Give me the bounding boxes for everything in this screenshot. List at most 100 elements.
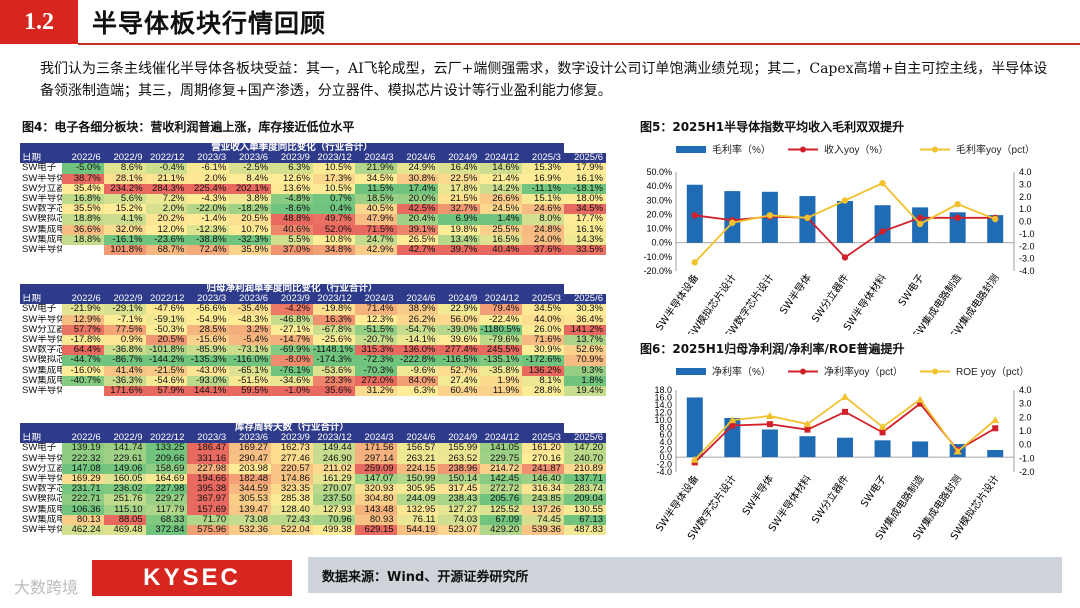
table-cell: 523.07 (438, 524, 481, 536)
y-right-tick: 3.0 (1019, 179, 1032, 189)
y-right-tick: 3.0 (1019, 399, 1032, 409)
kysec-logo: KYSEC (92, 560, 292, 596)
table-cell: 28.5% (187, 324, 230, 335)
table-cell: 80.13 (61, 514, 104, 525)
legend-label: 净利率（%） (712, 365, 771, 378)
table-cell: 16.1% (563, 224, 606, 235)
table-cell: 171.56 (354, 443, 397, 454)
table-cell: 244.09 (396, 494, 439, 505)
table-cell: 39.1% (396, 224, 439, 235)
bar (724, 191, 741, 243)
y-right-tick: -1.0 (1019, 229, 1035, 239)
bar (837, 437, 853, 458)
profit-yoy-table: 归母净利润单季度同比变化（行业合计） 日期 2022/6 2022/9 2022/12 2… (20, 284, 606, 397)
table-cell: -67.8% (312, 324, 355, 335)
y-left-tick: 0.0 (659, 452, 672, 462)
y-left-tick: 0.0% (651, 238, 672, 248)
row-label: SW集成电路封测 (22, 375, 62, 386)
table-cell: 67.13 (563, 514, 606, 525)
table-cell: 10.5% (312, 163, 355, 174)
table-cell: 28.1% (103, 173, 146, 184)
table-cell: 12.0% (145, 224, 188, 235)
table-cell: 57.7% (61, 324, 104, 335)
table-cell: 147.20 (563, 443, 606, 454)
table-cell: 80.93 (354, 514, 397, 525)
table-cell: 209.04 (563, 494, 606, 505)
table-cell: 35.4% (61, 183, 104, 194)
table-cell: 42.5% (396, 204, 439, 215)
table-cell: 462.24 (61, 524, 104, 536)
table-cell: -144.2% (145, 355, 188, 366)
table-cell: -38.8% (187, 234, 230, 245)
table-cell: 142.45 (480, 473, 523, 485)
table-cell: 205.76 (480, 494, 523, 505)
table-cell: 68.7% (145, 244, 188, 256)
table-cell: -65.1% (229, 365, 272, 376)
table-cell: -44.7% (61, 355, 104, 366)
table-cell: 323.35 (271, 484, 313, 495)
table-cell: 241.87 (522, 463, 564, 474)
table-cell: 169.29 (61, 473, 104, 485)
column-header: 2022/12 (145, 294, 188, 305)
table-cell: 48.8% (271, 214, 313, 225)
column-header: 2022/12 (145, 433, 188, 444)
row-label: SW集成电路制造 (22, 504, 62, 515)
point (728, 416, 737, 424)
row-label: SW电子 (22, 443, 57, 454)
table-cell: 283.74 (563, 484, 606, 495)
table-cell: 106.36 (61, 504, 104, 515)
bar (724, 417, 741, 458)
table-cell: 251.76 (103, 494, 146, 505)
table-cell: 30.8% (396, 173, 439, 184)
table-cell: 186.47 (187, 443, 230, 454)
table-cell: 12.6% (271, 173, 313, 184)
point (841, 392, 849, 400)
table-cell: 139.19 (61, 443, 104, 454)
table-cell: 487.83 (563, 524, 606, 536)
table-cell: 14.6% (480, 163, 523, 174)
table-cell: 74.45 (522, 514, 564, 525)
y-left-tick: 4.0 (659, 437, 672, 447)
table-cell: 16.5% (480, 234, 523, 245)
table-row: SW半导体 38.7% 28.1% 21.1% 2.0% 8.4% 12.6% 17.3% 34… (20, 173, 606, 184)
point (992, 215, 999, 223)
row-label: SW模拟芯片设计 (22, 494, 62, 505)
table-cell: 245.5% (480, 345, 523, 356)
point (690, 455, 699, 463)
table-cell: -172.6% (522, 355, 564, 366)
table-cell: 24.7% (354, 234, 397, 245)
y-right-tick: 2.0 (1019, 192, 1032, 202)
table-cell: -22.0% (187, 204, 230, 215)
table-cell: 367.97 (187, 494, 230, 505)
legend-marker (800, 146, 806, 153)
table-cell: -50.3% (145, 324, 188, 335)
table-cell: 203.98 (229, 463, 272, 474)
table-cell: 3.2% (229, 324, 272, 335)
point (879, 429, 886, 436)
point (691, 259, 698, 266)
table-cell: -29.1% (103, 304, 146, 315)
table-cell: 14.2% (480, 183, 523, 194)
table-cell: 344.59 (229, 484, 272, 495)
table-cell: 21.4% (480, 173, 523, 184)
table-cell: 284.3% (145, 183, 188, 194)
table-cell: 34.5% (522, 304, 564, 315)
table-cell: 18.8% (61, 214, 104, 225)
table-cell: 16.9% (522, 173, 564, 184)
table-cell: 22.5% (438, 173, 481, 184)
table-cell: -135.1% (480, 355, 523, 366)
table-row: SW半导体材料16.8%5.6%7.2%-4.3%3.8%-4.8%0.7%18… (20, 193, 606, 205)
table-cell: 13.4% (438, 234, 481, 245)
point (991, 416, 1000, 424)
legend-label: 收入yoy（%） (824, 143, 888, 156)
table-cell: 290.47 (229, 453, 272, 464)
table-cell: 158.69 (145, 463, 188, 474)
table-row: SW集成电路封测-40.7%-36.3%-54.6%-93.0%-51.5%-3… (20, 375, 606, 386)
table-cell: 305.53 (229, 494, 272, 505)
table-row: SW集成电路封测18.8%-16.1%-23.6%-38.8%-32.3%5.5… (20, 234, 606, 245)
table-cell: 17.4% (396, 183, 439, 194)
row-label: SW数字芯片设计 (22, 345, 62, 356)
table-cell: 35.6% (312, 385, 355, 397)
column-header: 2024/9 (438, 433, 481, 444)
table-cell: 15.1% (522, 193, 564, 205)
